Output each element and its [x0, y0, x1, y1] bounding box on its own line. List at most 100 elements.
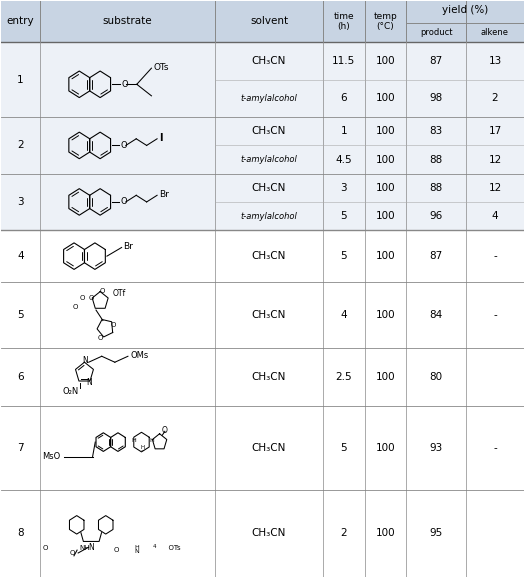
Text: 87: 87	[429, 56, 443, 66]
Text: 13: 13	[488, 56, 501, 66]
Text: solvent: solvent	[250, 16, 288, 27]
Bar	[1, 42, 524, 117]
Text: 80: 80	[429, 372, 443, 382]
Text: OMs: OMs	[130, 351, 148, 360]
Text: 3: 3	[340, 183, 347, 193]
Text: 95: 95	[429, 528, 443, 539]
Text: substrate: substrate	[103, 16, 152, 27]
Text: -: -	[493, 251, 497, 261]
Text: CH₃CN: CH₃CN	[252, 310, 286, 320]
Text: 100: 100	[376, 528, 395, 539]
Text: 100: 100	[376, 211, 395, 221]
Text: 84: 84	[429, 310, 443, 320]
Text: 4: 4	[17, 251, 24, 261]
Bar	[1, 490, 524, 577]
Text: 5: 5	[17, 310, 24, 320]
Text: OTs: OTs	[155, 545, 181, 551]
Text: 87: 87	[429, 251, 443, 261]
Text: MsO: MsO	[43, 452, 61, 461]
Text: O: O	[43, 545, 48, 551]
Text: 4: 4	[340, 310, 347, 320]
Text: 100: 100	[376, 372, 395, 382]
Text: 98: 98	[429, 94, 443, 103]
Text: O: O	[122, 80, 128, 89]
Text: 100: 100	[376, 251, 395, 261]
Bar	[1, 349, 524, 406]
Text: 93: 93	[429, 443, 443, 453]
Bar	[1, 1, 524, 42]
Text: O: O	[69, 550, 75, 556]
Text: yield (%): yield (%)	[442, 5, 489, 15]
Text: 4.5: 4.5	[335, 154, 352, 165]
Text: N: N	[82, 356, 88, 365]
Text: O: O	[162, 426, 168, 435]
Text: 100: 100	[376, 56, 395, 66]
Text: Br: Br	[159, 190, 169, 199]
Text: 2: 2	[340, 528, 347, 539]
Text: H: H	[149, 439, 154, 443]
Text: O: O	[120, 198, 127, 206]
Text: CH₃CN: CH₃CN	[252, 183, 286, 193]
Text: 11.5: 11.5	[332, 56, 355, 66]
Text: O: O	[79, 295, 85, 301]
Text: H̲: H̲	[141, 444, 145, 450]
Text: CH₃CN: CH₃CN	[252, 528, 286, 539]
Text: 100: 100	[376, 443, 395, 453]
Text: O: O	[113, 547, 119, 553]
Bar	[1, 406, 524, 490]
Text: O: O	[111, 322, 117, 328]
Text: t-amylalcohol: t-amylalcohol	[240, 155, 298, 164]
Text: -: -	[493, 443, 497, 453]
Text: 6: 6	[340, 94, 347, 103]
Text: N: N	[88, 543, 94, 552]
Text: t-amylalcohol: t-amylalcohol	[240, 94, 298, 103]
Text: CH₃CN: CH₃CN	[252, 251, 286, 261]
Text: H: H	[131, 438, 136, 443]
Text: 100: 100	[376, 127, 395, 136]
Text: 1: 1	[340, 127, 347, 136]
Text: temp
(°C): temp (°C)	[374, 12, 397, 31]
Bar	[1, 282, 524, 349]
Text: -: -	[493, 310, 497, 320]
Text: OTs: OTs	[153, 62, 169, 72]
Text: product: product	[420, 28, 453, 37]
Text: 100: 100	[376, 183, 395, 193]
Text: 100: 100	[376, 94, 395, 103]
Text: O: O	[98, 335, 103, 341]
Text: 100: 100	[376, 154, 395, 165]
Text: 88: 88	[429, 183, 443, 193]
Text: 12: 12	[488, 183, 501, 193]
Text: t-amylalcohol: t-amylalcohol	[240, 212, 298, 221]
Text: 83: 83	[429, 127, 443, 136]
Text: CH₃CN: CH₃CN	[252, 56, 286, 66]
Text: O: O	[88, 295, 93, 301]
Text: O: O	[120, 141, 127, 150]
Text: N: N	[86, 377, 92, 387]
Text: 6: 6	[17, 372, 24, 382]
Text: 5: 5	[340, 211, 347, 221]
Text: 12: 12	[488, 154, 501, 165]
Text: CH₃CN: CH₃CN	[252, 127, 286, 136]
Text: 8: 8	[17, 528, 24, 539]
Text: 4: 4	[153, 544, 156, 549]
Text: O: O	[73, 303, 78, 310]
Text: 1: 1	[17, 75, 24, 85]
Text: 2: 2	[17, 140, 24, 150]
Text: alkene: alkene	[481, 28, 509, 37]
Text: NH: NH	[79, 545, 90, 551]
Text: 4: 4	[492, 211, 498, 221]
Text: I: I	[159, 132, 163, 143]
Text: Br: Br	[123, 242, 133, 251]
Text: CH₃CN: CH₃CN	[252, 372, 286, 382]
Text: 5: 5	[340, 443, 347, 453]
Text: 2: 2	[492, 94, 498, 103]
Text: H
N: H N	[134, 545, 139, 554]
Text: 5: 5	[340, 251, 347, 261]
Bar	[1, 117, 524, 173]
Text: 100: 100	[376, 310, 395, 320]
Text: CH₃CN: CH₃CN	[252, 443, 286, 453]
Text: 2.5: 2.5	[335, 372, 352, 382]
Text: 88: 88	[429, 154, 443, 165]
Text: entry: entry	[6, 16, 34, 27]
Text: O₂N: O₂N	[62, 387, 78, 396]
